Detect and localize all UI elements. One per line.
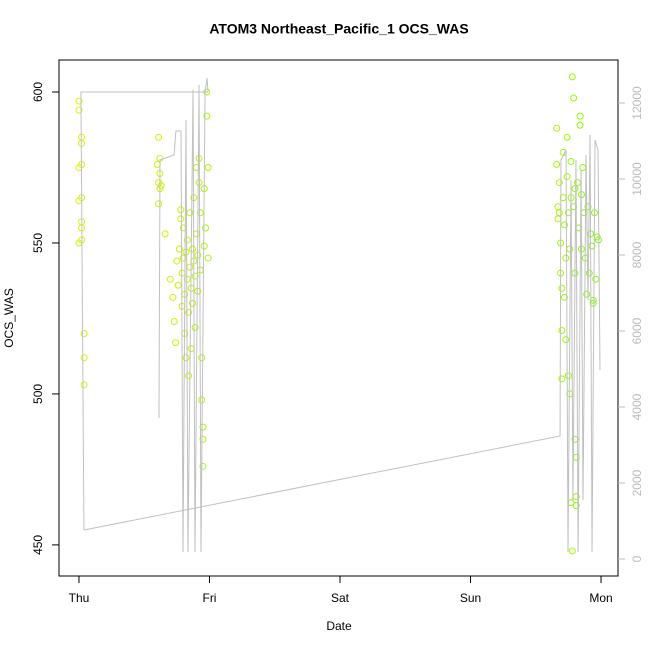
point <box>571 185 579 193</box>
x-tick-label: Sun <box>460 591 481 605</box>
point <box>153 160 161 168</box>
point <box>175 245 183 253</box>
point <box>75 163 83 171</box>
point <box>173 257 181 265</box>
y2-tick-label: 8000 <box>630 241 644 268</box>
point <box>196 209 204 217</box>
y-tick-label: 500 <box>31 384 45 404</box>
point <box>576 121 584 129</box>
point <box>186 263 194 271</box>
x-tick-label: Fri <box>202 591 216 605</box>
y2-tick-label: 2000 <box>630 469 644 496</box>
x-tick-label: Mon <box>589 591 612 605</box>
point <box>558 284 566 292</box>
point <box>170 317 178 325</box>
point <box>589 296 597 304</box>
point <box>580 209 588 217</box>
point <box>75 106 83 114</box>
point <box>172 339 180 347</box>
point <box>191 324 199 332</box>
y2-tick-label: 12000 <box>630 86 644 120</box>
y2-tick-label: 0 <box>630 555 644 562</box>
point <box>185 372 193 380</box>
point <box>555 209 563 217</box>
point <box>589 299 597 307</box>
point <box>196 266 204 274</box>
point <box>174 281 182 289</box>
point <box>563 173 571 181</box>
point <box>182 248 190 256</box>
point <box>185 308 193 316</box>
point <box>554 203 562 211</box>
point <box>558 375 566 383</box>
point <box>572 502 580 510</box>
point <box>191 272 199 280</box>
point <box>555 179 563 187</box>
point <box>567 157 575 165</box>
y2-tick-label: 4000 <box>630 393 644 420</box>
point <box>166 275 174 283</box>
point <box>562 336 570 344</box>
point <box>198 354 206 362</box>
y2-tick-label: 6000 <box>630 317 644 344</box>
y2-tick-label: 10000 <box>630 162 644 196</box>
point <box>560 293 568 301</box>
point <box>584 203 592 211</box>
y-axis-label: OCS_WAS <box>2 288 16 348</box>
point <box>568 73 576 81</box>
point <box>560 221 568 229</box>
y-tick-label: 550 <box>31 233 45 253</box>
point <box>562 254 570 262</box>
x-tick-label: Thu <box>69 591 90 605</box>
point <box>558 327 566 335</box>
point <box>199 435 207 443</box>
point <box>583 290 591 298</box>
point <box>553 124 561 132</box>
point <box>189 245 197 253</box>
point <box>585 269 593 277</box>
y-tick-label: 600 <box>31 82 45 102</box>
point <box>183 236 191 244</box>
point <box>161 230 169 238</box>
point <box>187 345 195 353</box>
point <box>177 206 185 214</box>
point <box>202 224 210 232</box>
point <box>554 215 562 223</box>
point <box>192 230 200 238</box>
plot-frame <box>58 59 619 577</box>
point <box>80 354 88 362</box>
point <box>568 547 576 555</box>
point <box>579 163 587 171</box>
point <box>189 299 197 307</box>
line <box>80 77 601 553</box>
y-tick-label: 450 <box>31 535 45 555</box>
point <box>563 133 571 141</box>
point <box>570 94 578 102</box>
point <box>576 112 584 120</box>
x-axis-label: Date <box>326 619 352 633</box>
point <box>203 112 211 120</box>
point <box>155 133 163 141</box>
point <box>564 372 572 380</box>
point <box>199 462 207 470</box>
point <box>80 381 88 389</box>
point <box>80 330 88 338</box>
point <box>204 254 212 262</box>
point <box>177 215 185 223</box>
point <box>183 275 191 283</box>
point <box>75 97 83 105</box>
point <box>553 160 561 168</box>
chart-title: ATOM3 Northeast_Pacific_1 OCS_WAS <box>209 21 468 37</box>
point <box>198 396 206 404</box>
point <box>169 293 177 301</box>
point <box>204 163 212 171</box>
x-tick-label: Sat <box>331 591 350 605</box>
point <box>200 242 208 250</box>
point <box>199 423 207 431</box>
point <box>155 200 163 208</box>
point <box>182 354 190 362</box>
